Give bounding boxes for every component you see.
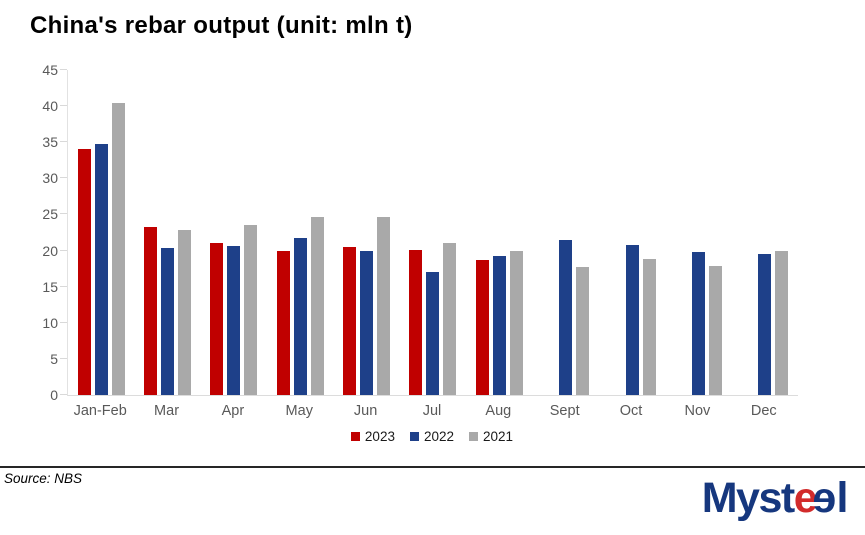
mysteel-logo: Mysteel bbox=[701, 474, 849, 522]
bar-2023-mar bbox=[144, 226, 158, 395]
bar-2021-may bbox=[310, 216, 324, 395]
y-axis-label: 5 bbox=[50, 350, 58, 367]
y-axis-tick bbox=[60, 177, 67, 179]
bar-group-sept bbox=[533, 70, 599, 395]
y-axis-tick bbox=[60, 69, 67, 70]
bar-2021-mar bbox=[178, 229, 192, 395]
y-axis: 0 5 10 15 20 25 30 35 40 45 bbox=[0, 62, 67, 403]
y-axis-tick bbox=[60, 285, 67, 287]
x-axis-label: Dec bbox=[750, 403, 777, 419]
bar-2023-may bbox=[276, 251, 290, 395]
legend-label: 2021 bbox=[483, 429, 514, 444]
legend-item-2021: 2021 bbox=[469, 429, 513, 444]
bar-2022-oct bbox=[625, 244, 639, 395]
x-axis-label: Aug bbox=[485, 403, 512, 419]
legend-label: 2022 bbox=[423, 429, 455, 444]
logo-e-red: e bbox=[793, 474, 818, 522]
bar-2021-dec bbox=[775, 250, 789, 395]
bar-2022-aug bbox=[492, 256, 506, 395]
y-axis-label: 10 bbox=[42, 314, 58, 331]
legend: 2023 2022 2021 bbox=[67, 429, 797, 444]
legend-swatch-icon bbox=[469, 432, 479, 441]
bar-group-aug bbox=[466, 70, 532, 395]
y-axis-tick bbox=[60, 213, 67, 215]
x-axis-label: Mar bbox=[154, 403, 180, 419]
bar-2021-apr bbox=[244, 224, 258, 395]
y-axis-tick bbox=[60, 357, 67, 359]
legend-item-2022: 2022 bbox=[409, 429, 455, 444]
legend-swatch-icon bbox=[409, 432, 419, 441]
x-axis-label: Jul bbox=[422, 403, 442, 419]
footer-divider bbox=[0, 466, 865, 468]
y-axis-tick bbox=[60, 141, 67, 143]
y-axis-tick bbox=[60, 321, 67, 323]
bar-2022-dec bbox=[758, 254, 772, 395]
y-axis-label: 25 bbox=[42, 206, 58, 223]
logo-text-myst: Myst bbox=[701, 474, 795, 522]
logo-text-l: l bbox=[836, 474, 849, 522]
y-axis-label: 15 bbox=[42, 278, 58, 295]
bar-2021-jun bbox=[377, 216, 391, 395]
bar-2023-jun bbox=[343, 246, 357, 395]
bar-2022-sept bbox=[559, 240, 573, 395]
bar-group-oct bbox=[599, 70, 665, 395]
bar-2022-apr bbox=[227, 246, 241, 395]
bar-2022-may bbox=[293, 237, 307, 395]
y-axis-label: 20 bbox=[42, 242, 58, 259]
legend-item-2023: 2023 bbox=[350, 429, 395, 444]
bar-2022-mar bbox=[161, 248, 175, 395]
bar-2022-jul bbox=[426, 271, 440, 395]
y-axis-tick bbox=[60, 394, 67, 395]
page-title: China's rebar output (unit: mln t) bbox=[30, 12, 413, 39]
x-axis-label: Oct bbox=[619, 403, 643, 419]
x-axis-label: Apr bbox=[221, 403, 245, 419]
plot-area bbox=[67, 70, 798, 396]
bar-2023-aug bbox=[475, 259, 489, 395]
bar-group-mar bbox=[134, 70, 200, 395]
x-axis-label: Sept bbox=[549, 403, 580, 419]
bar-group-jun bbox=[333, 70, 399, 395]
bar-2023-jan-feb bbox=[77, 149, 91, 395]
bar-2022-jan-feb bbox=[94, 143, 108, 395]
bar-group-nov bbox=[665, 70, 731, 395]
x-axis-labels: Jan-Feb Mar Apr May Jun Jul Aug Sept Oct Nov Dec bbox=[67, 403, 797, 419]
source-note: Source: NBS bbox=[4, 471, 83, 486]
legend-label: 2023 bbox=[364, 429, 395, 444]
bar-2021-oct bbox=[642, 258, 656, 395]
bar-2021-jul bbox=[443, 243, 457, 395]
bar-group-dec bbox=[732, 70, 798, 395]
bar-group-jul bbox=[400, 70, 466, 395]
bar-groups bbox=[68, 70, 798, 395]
y-axis-tick bbox=[60, 105, 67, 107]
x-axis-label: Jan-Feb bbox=[73, 403, 127, 419]
y-axis-label: 0 bbox=[50, 387, 58, 403]
y-axis-label: 45 bbox=[42, 62, 58, 78]
logo-e-blue: e bbox=[814, 474, 837, 522]
bar-2023-jul bbox=[409, 249, 423, 395]
bar-2022-jun bbox=[360, 250, 374, 395]
y-axis-tick bbox=[60, 249, 67, 251]
y-axis-label: 35 bbox=[42, 134, 58, 151]
y-axis-label: 40 bbox=[42, 98, 58, 115]
bar-group-apr bbox=[201, 70, 267, 395]
bar-2023-apr bbox=[210, 242, 224, 395]
bar-2021-jan-feb bbox=[111, 102, 125, 395]
x-axis-label: Nov bbox=[684, 403, 711, 419]
x-axis-label: Jun bbox=[353, 403, 378, 419]
bar-2021-nov bbox=[708, 266, 722, 395]
bar-group-jan-feb bbox=[68, 70, 134, 395]
bar-2021-sept bbox=[576, 267, 590, 395]
y-axis-label: 30 bbox=[42, 170, 58, 187]
x-axis-label: May bbox=[285, 403, 313, 419]
legend-swatch-icon bbox=[350, 432, 360, 441]
bar-2022-nov bbox=[691, 252, 705, 395]
bar-2021-aug bbox=[509, 251, 523, 395]
bar-group-may bbox=[267, 70, 333, 395]
